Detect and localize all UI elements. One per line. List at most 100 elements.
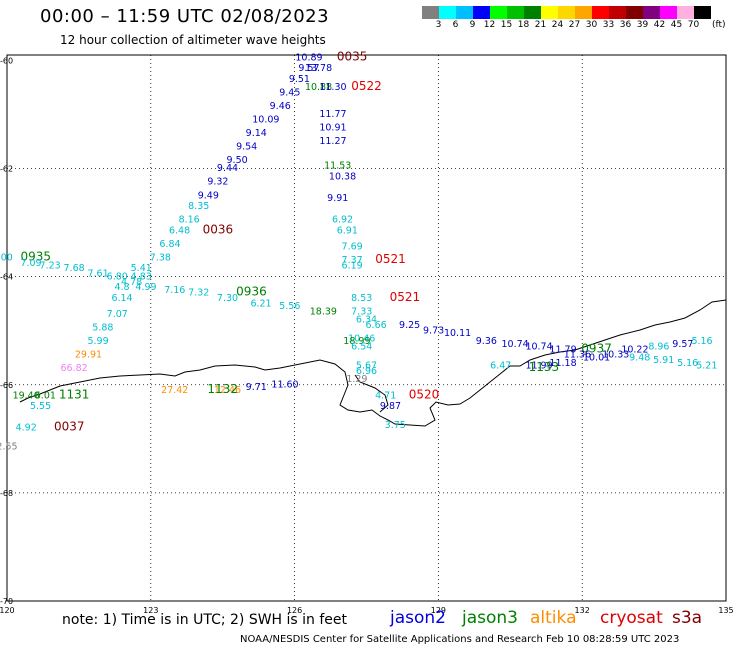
lat-tick-label: -64 — [0, 273, 13, 282]
wave-height-label: 7.69 — [342, 242, 363, 253]
lon-tick-label: 126 — [287, 606, 302, 615]
wave-height-label: 9.57 — [298, 63, 319, 74]
legend-swatch — [575, 6, 592, 19]
satellite-legend-altika: altika — [530, 608, 577, 628]
lat-tick-label: -60 — [0, 56, 13, 65]
wave-height-label: 9.25 — [399, 320, 420, 331]
legend-swatch — [626, 6, 643, 19]
page-subtitle: 12 hour collection of altimeter wave hei… — [60, 33, 326, 47]
wave-height-label: 4.71 — [375, 390, 396, 401]
legend-label: 21 — [534, 20, 547, 30]
wave-height-label: 9.36 — [476, 336, 497, 347]
wave-height-label: 10.09 — [252, 115, 279, 126]
wave-height-label: 11.27 — [319, 136, 346, 147]
wave-height-label: 5.55 — [30, 401, 51, 412]
wave-height-label: 9.14 — [246, 128, 267, 139]
wave-height-label: 12.46 — [214, 385, 241, 396]
wave-height-label: 7.68 — [64, 263, 85, 274]
wave-height-label: 10.91 — [319, 123, 346, 134]
legend-swatch — [422, 6, 439, 19]
lat-tick-label: -68 — [0, 489, 13, 498]
wave-height-label: 5.16 — [691, 336, 712, 347]
color-legend: 70 45 42 39 36 33 30 27 24 21 18 15 12 9 6 3 (ft) — [422, 6, 740, 31]
wave-height-label: 9.45 — [279, 88, 300, 99]
legend-label: 70 — [687, 20, 700, 30]
legend-swatch — [694, 6, 711, 19]
footer-credit: NOAA/NESDIS Center for Satellite Applica… — [240, 634, 680, 645]
wave-height-label: 3.75 — [385, 420, 406, 431]
wave-height-label: 9.44 — [217, 163, 238, 174]
wave-height-label: 11.77 — [319, 109, 346, 120]
time-stamp-label: 0521 — [375, 252, 406, 266]
wave-height-label: 11.60 — [271, 379, 298, 390]
legend-swatch — [609, 6, 626, 19]
wave-height-label: 10.22 — [621, 344, 648, 355]
wave-height-label: 7.00 — [0, 252, 13, 263]
legend-swatch — [473, 6, 490, 19]
lat-tick-label: -70 — [0, 597, 13, 606]
legend-swatch — [456, 6, 473, 19]
wave-height-label: 8.96 — [648, 342, 669, 353]
wave-height-label: 9.54 — [236, 142, 257, 153]
wave-height-label: 5.67 — [356, 361, 377, 372]
wave-height-label: 9.46 — [270, 101, 291, 112]
wave-height-label: 9.49 — [198, 190, 219, 201]
wave-height-label: 4.78 — [121, 277, 142, 288]
wave-height-label: 11.53 — [324, 161, 351, 172]
wave-height-label: 7.61 — [87, 269, 108, 280]
legend-swatch — [677, 6, 694, 19]
time-stamp-label: 0521 — [390, 290, 421, 304]
satellite-legend-jason2: jason2 — [390, 608, 446, 628]
wave-height-label: 5.21 — [696, 361, 717, 372]
lat-tick-label: -66 — [0, 381, 13, 390]
time-stamp-label: 1132 — [207, 382, 238, 396]
wave-height-label: 7.32 — [188, 288, 209, 299]
wave-height-label: 9.57 — [672, 339, 693, 350]
legend-swatch — [558, 6, 575, 19]
legend-label: 18 — [517, 20, 530, 30]
legend-label: 9 — [469, 20, 476, 30]
time-stamp-label: 1131 — [59, 387, 90, 401]
wave-height-label: 10.74 — [501, 339, 528, 350]
legend-swatch — [507, 6, 524, 19]
wave-height-label: 13.78 — [305, 63, 332, 74]
legend-label: 30 — [585, 20, 598, 30]
legend-swatch — [439, 6, 456, 19]
legend-label: 33 — [602, 20, 615, 30]
wave-height-label: 6.19 — [342, 261, 363, 272]
wave-height-label: 5.41 — [131, 263, 152, 274]
legend-label: 24 — [551, 20, 564, 30]
wave-height-label: 6.91 — [337, 225, 358, 236]
wave-height-label: 6.84 — [159, 239, 180, 250]
wave-height-label: 6.48 — [169, 225, 190, 236]
wave-height-label: 10.89 — [295, 52, 322, 63]
wave-height-label: 2.55 — [0, 442, 18, 453]
wave-height-label: 7.09 — [20, 258, 41, 269]
page-title: 00:00 – 11:59 UTC 02/08/2023 — [40, 6, 330, 27]
time-stamp-label: 0037 — [54, 420, 85, 434]
wave-height-label: 10.74 — [525, 342, 552, 353]
time-stamp-label: 1133 — [529, 360, 560, 374]
wave-height-label: 9.32 — [207, 177, 228, 188]
legend-label: 45 — [670, 20, 683, 30]
time-stamp-label: 0035 — [337, 49, 368, 63]
wave-height-label: 4.83 — [131, 271, 152, 282]
wave-height-label: 9.73 — [423, 325, 444, 336]
lat-tick-label: -62 — [0, 165, 13, 174]
wave-height-label: 5.16 — [677, 358, 698, 369]
wave-height-label: 7.38 — [150, 252, 171, 263]
legend-label: 36 — [619, 20, 632, 30]
wave-height-label: 5.91 — [653, 355, 674, 366]
wave-height-label: 5.99 — [87, 336, 108, 347]
legend-swatch — [592, 6, 609, 19]
legend-swatch — [524, 6, 541, 19]
legend-label: 15 — [500, 20, 513, 30]
legend-label: 12 — [483, 20, 496, 30]
wave-height-label: 7.37 — [342, 255, 363, 266]
wave-height-label: 8.16 — [179, 215, 200, 226]
wave-height-label: 18.39 — [310, 306, 337, 317]
satellite-legend-cryosat: cryosat — [600, 608, 663, 628]
wave-height-label: 8.53 — [351, 293, 372, 304]
coastline-inlet — [354, 374, 389, 413]
